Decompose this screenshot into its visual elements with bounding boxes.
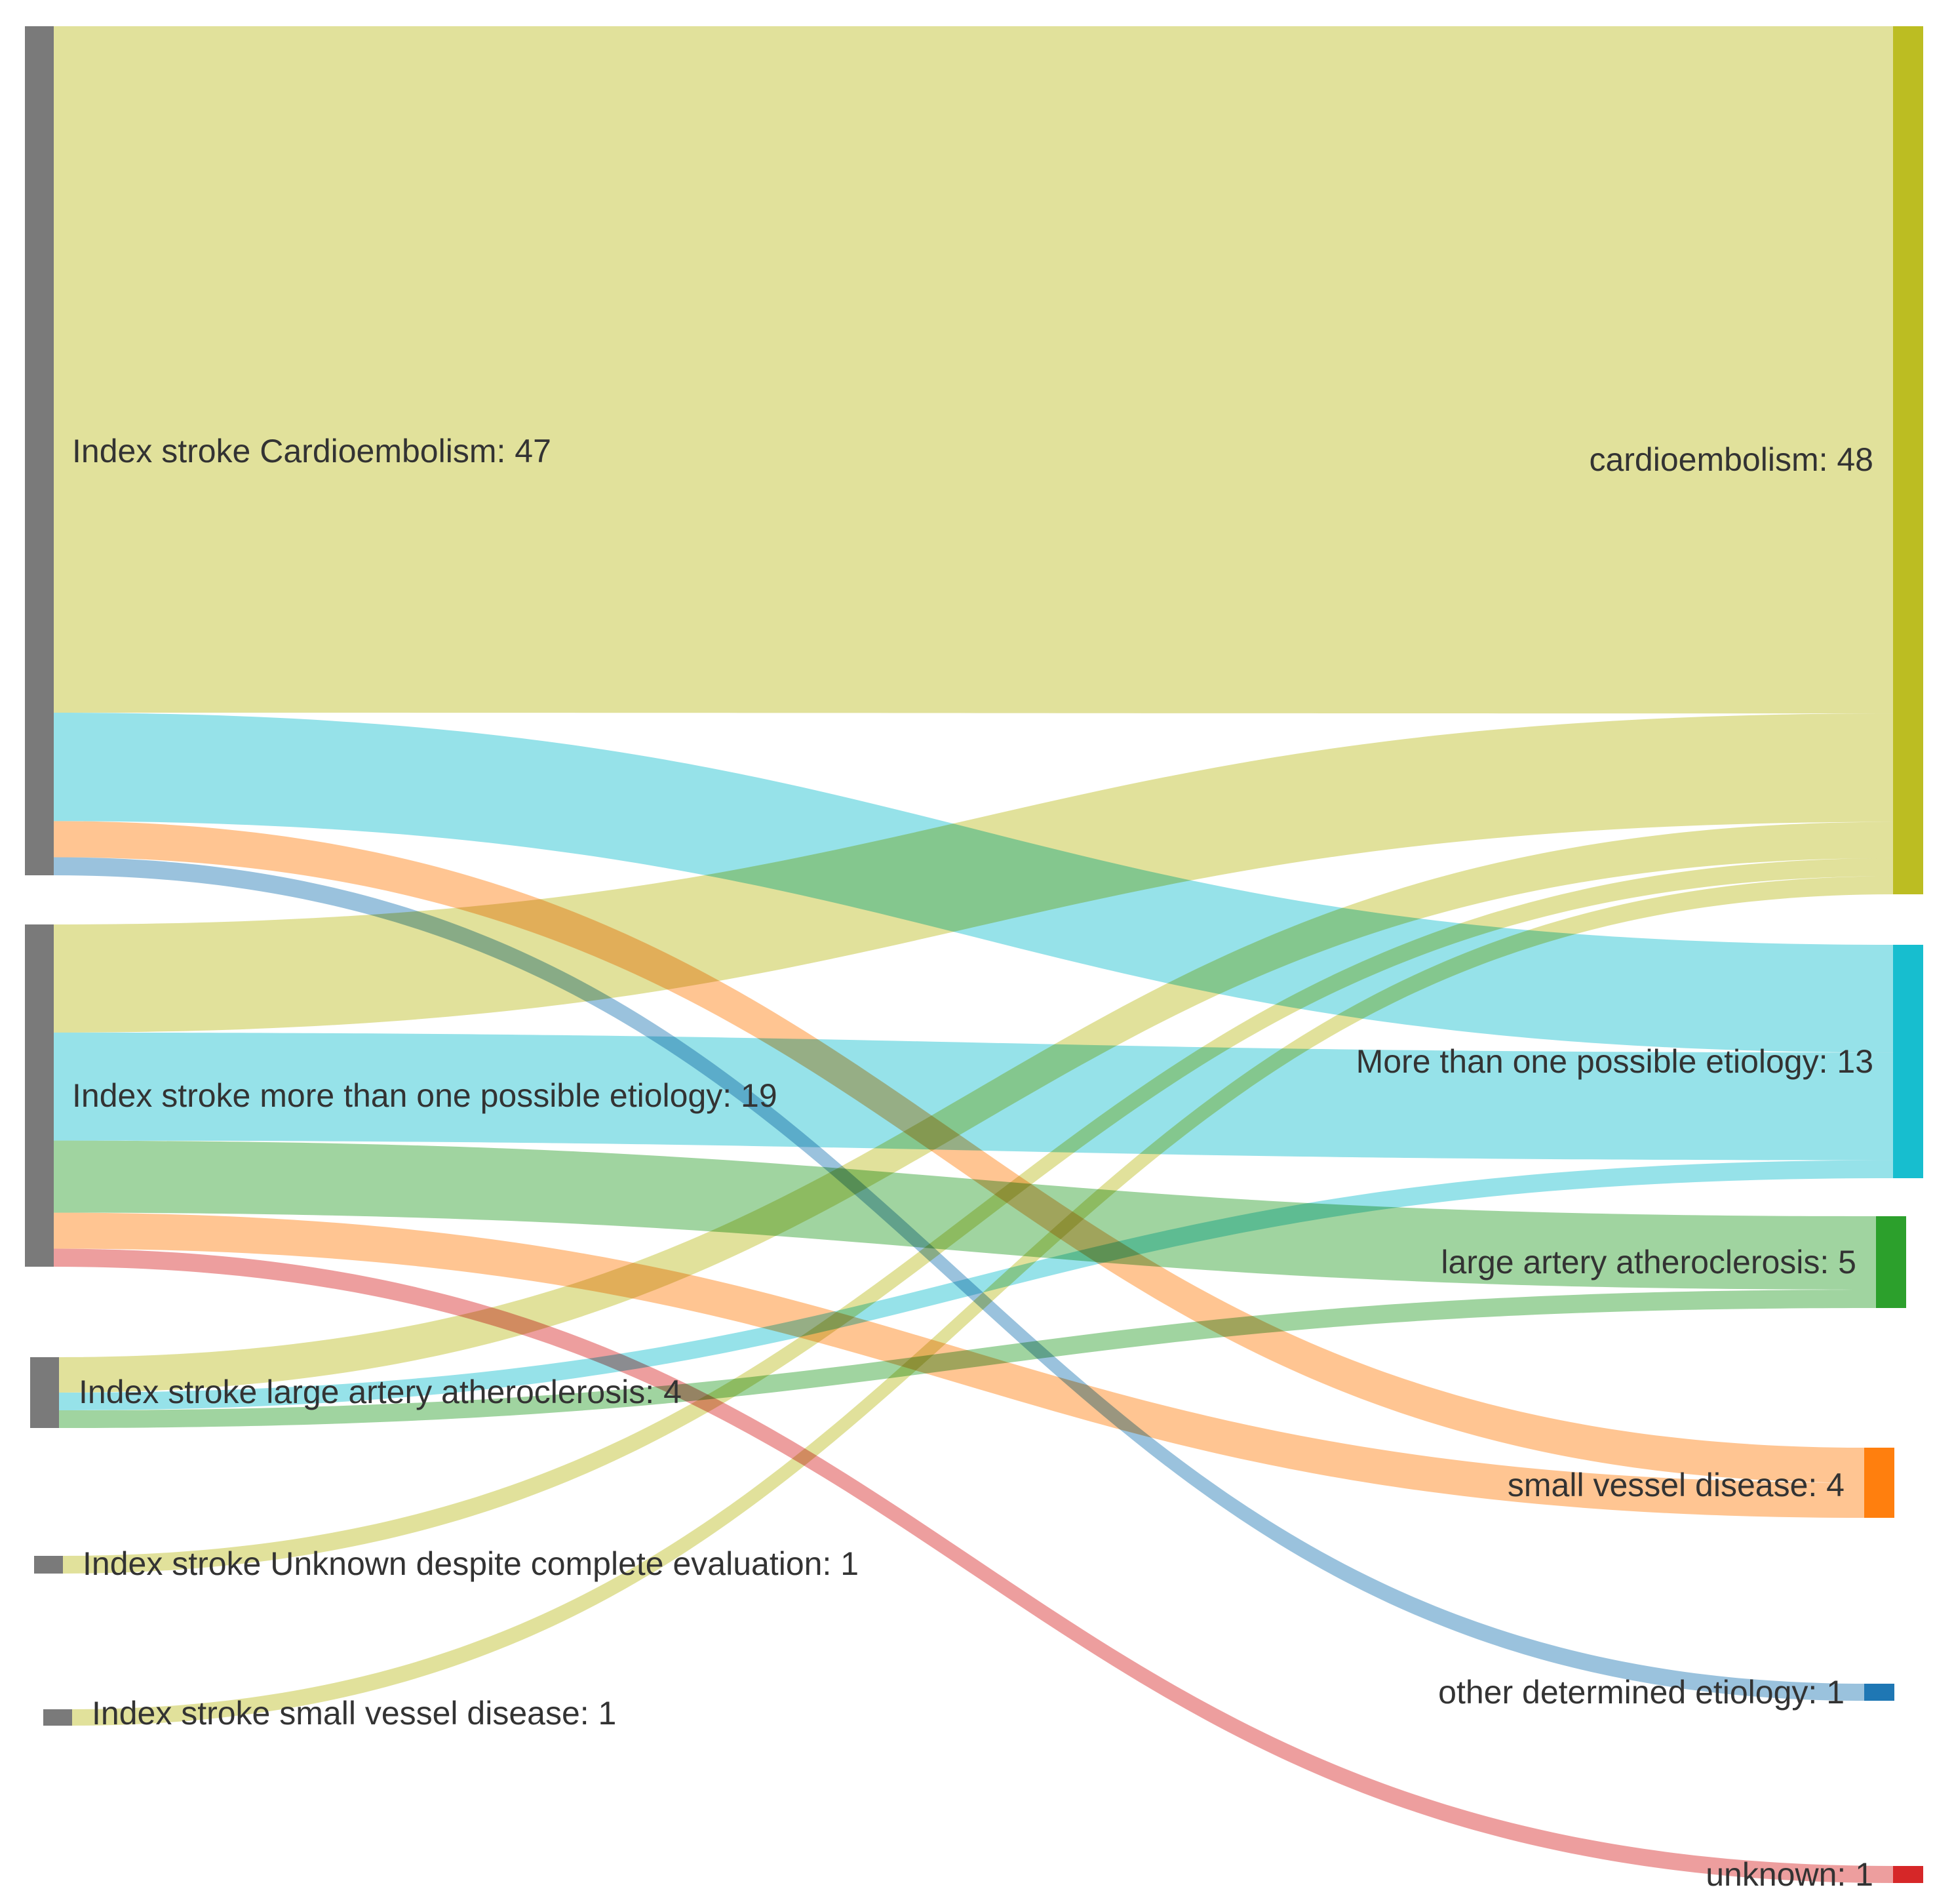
flow-link-svd-to-ce	[72, 876, 1893, 1726]
source-node-more	[25, 924, 54, 1267]
flow-link-more-to-ce	[54, 713, 1893, 1033]
target-node-more	[1893, 945, 1923, 1178]
target-node-ce	[1893, 26, 1923, 894]
flow-link-more-to-unk	[54, 1248, 1893, 1883]
target-node-unk	[1893, 1866, 1923, 1883]
flow-link-ce-to-svd	[54, 821, 1864, 1483]
target-label-svd: small vessel disease: 4	[1508, 1467, 1845, 1503]
source-node-unk	[34, 1556, 63, 1574]
target-label-unk: unknown: 1	[1706, 1856, 1873, 1893]
target-label-other: other determined etiology: 1	[1438, 1674, 1845, 1711]
source-label-laa: Index stroke large artery atheroclerosis…	[79, 1374, 682, 1410]
source-label-more: Index stroke more than one possible etio…	[72, 1077, 777, 1114]
source-node-ce	[25, 26, 54, 875]
target-node-other	[1864, 1684, 1894, 1701]
flow-link-ce-to-ce	[54, 26, 1893, 714]
flow-link-ce-to-other	[54, 857, 1864, 1701]
source-label-svd: Index stroke small vessel disease: 1	[92, 1695, 616, 1732]
flow-link-laa-to-ce	[59, 822, 1893, 1393]
target-node-laa	[1876, 1216, 1906, 1308]
source-label-unk: Index stroke Unknown despite complete ev…	[83, 1545, 859, 1582]
target-label-ce: cardioembolism: 48	[1589, 441, 1873, 478]
source-label-ce: Index stroke Cardioembolism: 47	[72, 433, 551, 469]
source-node-svd	[43, 1709, 72, 1726]
flow-link-laa-to-more	[59, 1160, 1893, 1410]
source-node-laa	[30, 1357, 59, 1428]
flow-link-laa-to-laa	[59, 1290, 1876, 1428]
target-label-laa: large artery atheroclerosis: 5	[1441, 1244, 1856, 1280]
target-node-svd	[1864, 1448, 1894, 1518]
sankey-labels: Index stroke Cardioembolism: 47 Index str…	[72, 433, 1873, 1893]
target-label-more: More than one possible etiology: 13	[1356, 1043, 1873, 1080]
sankey-links	[54, 26, 1893, 1883]
sankey-nodes	[25, 26, 1923, 1883]
flow-link-unk-to-ce	[63, 858, 1893, 1574]
flow-link-more-to-laa	[54, 1140, 1876, 1290]
